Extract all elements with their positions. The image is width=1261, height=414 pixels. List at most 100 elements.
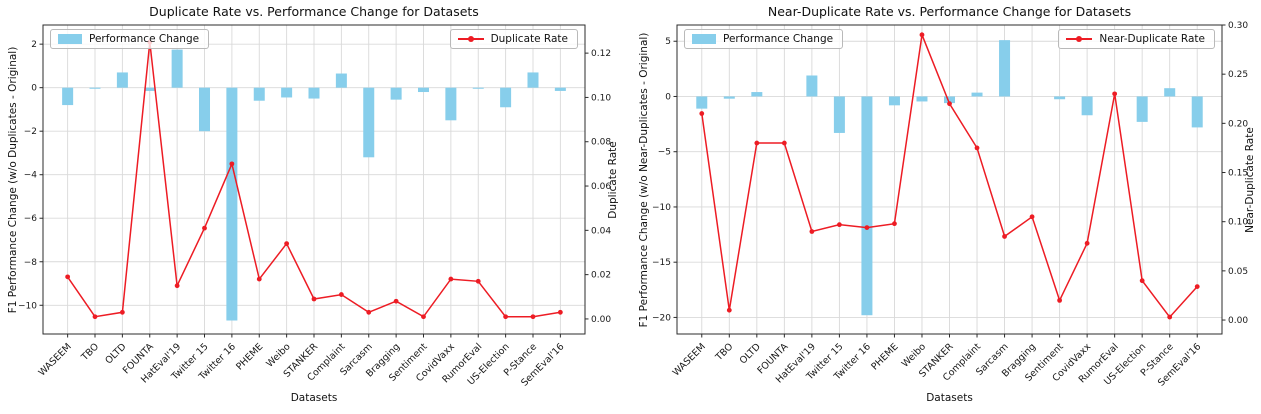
performance-change-bar (335, 73, 347, 88)
y-axis-label-right: Near-Duplicate Rate (1244, 126, 1256, 233)
rate-point (836, 222, 842, 228)
rate-point (475, 278, 481, 284)
right-tick-label: 0.02 (591, 271, 611, 281)
rate-point (448, 276, 454, 282)
line-marker-icon (1066, 34, 1093, 44)
performance-change-bar (1136, 96, 1148, 122)
performance-change-bar (554, 87, 566, 91)
right-tick-label: 0.10 (591, 93, 611, 103)
performance-change-bar (308, 87, 320, 99)
plot-area: 5 0 −5 −10 −15 −20 0.30 0.25 0.20 0.15 0.10 0.05 0.0… (652, 21, 1248, 389)
performance-change-bar (199, 87, 211, 132)
performance-change-bar (281, 87, 293, 98)
rate-point (919, 32, 925, 38)
right-tick-label: 0.04 (591, 226, 611, 236)
rate-point (1002, 234, 1007, 239)
performance-change-bar (390, 87, 402, 100)
rate-point (256, 276, 262, 282)
left-tick-label: −20 (652, 313, 671, 323)
performance-change-bar (1081, 96, 1093, 116)
legend-performance-change: Performance Change (684, 29, 844, 49)
performance-change-bar (833, 96, 845, 133)
performance-change-bar (144, 87, 156, 91)
performance-change-bar (1164, 88, 1176, 97)
left-tick-label: −10 (652, 203, 671, 213)
performance-change-bar (116, 72, 128, 88)
performance-change-bar (888, 96, 900, 106)
left-tick-label: −8 (24, 258, 38, 268)
rate-point (557, 309, 563, 315)
performance-change-bar (971, 92, 983, 97)
rate-point (974, 145, 980, 151)
performance-change-bar (723, 96, 735, 99)
rate-point (1029, 214, 1035, 220)
x-axis-label: Datasets (926, 392, 973, 404)
left-tick-label: −4 (24, 171, 38, 181)
legend-near-duplicate-rate: Near-Duplicate Rate (1058, 29, 1215, 49)
legend-label: Performance Change (723, 33, 834, 45)
chart-near-duplicate-rate: 5 0 −5 −10 −15 −20 0.30 0.25 0.20 0.15 0.10 0.05 0.0… (631, 0, 1261, 414)
rate-point (1084, 240, 1090, 246)
performance-change-bar (999, 40, 1011, 97)
right-tick-label: 0.30 (1228, 21, 1248, 31)
left-tick-label: −10 (18, 301, 37, 311)
rate-point (530, 314, 536, 320)
rate-point (366, 309, 372, 315)
rate-point (393, 298, 399, 304)
right-tick-label: 0.00 (1228, 316, 1248, 326)
rate-point (809, 229, 815, 234)
x-tick-label: WASEEM (37, 341, 74, 378)
rate-point (726, 307, 732, 313)
rate-point (864, 225, 870, 230)
left-tick-label: 0 (665, 92, 671, 102)
performance-change-bar (417, 87, 429, 93)
left-tick-label: 5 (665, 37, 671, 47)
line-marker-icon (457, 34, 484, 44)
performance-change-bar (445, 87, 457, 121)
rate-point (699, 111, 705, 116)
legend-label: Performance Change (89, 33, 200, 45)
left-tick-label: −5 (658, 148, 671, 158)
performance-change-bar (472, 87, 484, 89)
chart-title: Near-Duplicate Rate vs. Performance Chan… (767, 4, 1132, 19)
rate-point (311, 296, 317, 302)
right-tick-label: 0.12 (591, 49, 611, 59)
right-tick-label: 0.00 (591, 315, 611, 325)
rate-point (284, 241, 290, 247)
performance-change-bar (171, 49, 183, 88)
y-axis-label-right: Duplicate Rate (607, 140, 619, 219)
left-tick-label: −6 (24, 214, 38, 224)
performance-change-bar (62, 87, 74, 106)
rate-point (754, 140, 760, 146)
rate-point (92, 314, 98, 320)
legend-performance-change: Performance Change (50, 29, 210, 49)
rate-point (892, 221, 897, 227)
performance-change-bar (253, 87, 265, 101)
x-tick-label: WASEEM (671, 341, 708, 378)
right-tick-label: 0.20 (1228, 119, 1248, 129)
bar-swatch-icon (58, 34, 82, 44)
rate-point (338, 292, 344, 297)
right-tick-label: 0.10 (1228, 218, 1248, 228)
legend-label: Near-Duplicate Rate (1099, 33, 1205, 45)
left-tick-label: 2 (31, 40, 37, 50)
left-tick-label: −15 (652, 258, 671, 268)
legend-duplicate-rate: Duplicate Rate (449, 29, 578, 49)
performance-change-bar (527, 72, 539, 88)
x-tick-label: TBO (713, 341, 735, 363)
rate-point (1112, 91, 1118, 97)
rate-point (781, 140, 787, 146)
rate-point (174, 283, 180, 289)
plot-area: 2 0 −2 −4 −6 −8 −10 0.12 0.10 0.08 0.06 0.04 0.02 0.0… (18, 24, 611, 389)
rate-point (1167, 314, 1173, 320)
x-tick-label: OLTD (738, 341, 763, 366)
rate-point (229, 161, 235, 167)
x-tick-label: PHEME (234, 341, 265, 372)
right-tick-label: 0.05 (1228, 267, 1248, 277)
rate-point (119, 309, 125, 315)
left-tick-label: −2 (24, 127, 37, 137)
performance-change-bar (696, 96, 708, 109)
performance-change-bar (226, 87, 238, 321)
performance-change-bar (89, 87, 101, 89)
